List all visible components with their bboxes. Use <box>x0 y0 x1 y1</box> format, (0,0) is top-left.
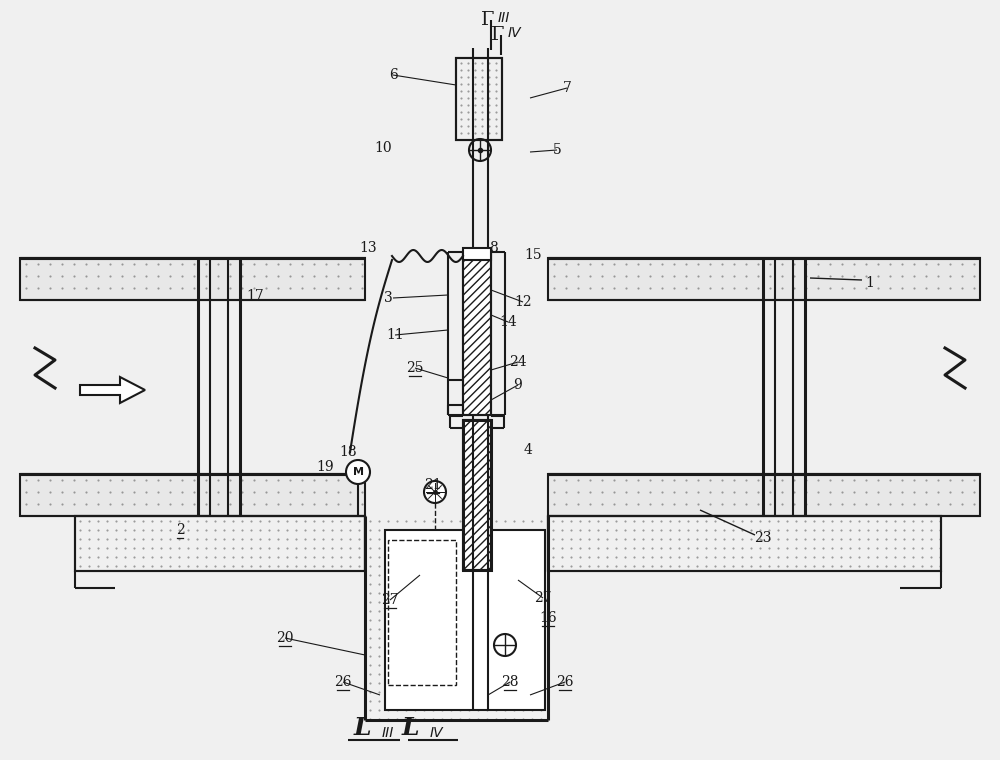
Circle shape <box>424 481 446 503</box>
Bar <box>365 516 548 720</box>
Text: Γ: Γ <box>490 26 504 44</box>
Bar <box>20 474 365 516</box>
Text: 3: 3 <box>384 291 392 305</box>
Bar <box>463 420 491 570</box>
Text: 10: 10 <box>374 141 392 155</box>
Text: L: L <box>353 716 371 740</box>
Text: 7: 7 <box>563 81 571 95</box>
Text: 27: 27 <box>534 591 552 605</box>
Bar <box>463 248 491 260</box>
Text: 19: 19 <box>316 460 334 474</box>
Bar <box>385 530 545 710</box>
Text: 18: 18 <box>339 445 357 459</box>
Text: 9: 9 <box>514 378 522 392</box>
Bar <box>20 258 365 300</box>
Text: 11: 11 <box>386 328 404 342</box>
Polygon shape <box>80 377 145 403</box>
Bar <box>463 252 491 415</box>
Circle shape <box>346 460 370 484</box>
Text: 24: 24 <box>509 355 527 369</box>
Text: 12: 12 <box>514 295 532 309</box>
Bar <box>75 516 365 571</box>
Bar <box>548 516 941 571</box>
Text: 14: 14 <box>499 315 517 329</box>
Text: 15: 15 <box>524 248 542 262</box>
Bar <box>463 252 491 415</box>
Bar <box>548 516 941 571</box>
Text: IV: IV <box>430 726 444 740</box>
Bar <box>20 258 365 300</box>
Text: Γ: Γ <box>480 11 494 29</box>
Bar <box>548 258 980 300</box>
Text: 27: 27 <box>381 593 399 607</box>
Text: 1: 1 <box>866 276 874 290</box>
Text: 13: 13 <box>359 241 377 255</box>
Text: III: III <box>382 726 394 740</box>
Text: 2: 2 <box>176 523 184 537</box>
Text: 8: 8 <box>489 241 497 255</box>
Text: 5: 5 <box>553 143 561 157</box>
Bar <box>456 58 502 140</box>
Text: III: III <box>498 11 510 25</box>
Bar <box>548 258 980 300</box>
Bar <box>548 474 980 516</box>
Bar <box>20 474 365 516</box>
Text: 21: 21 <box>424 478 442 492</box>
Bar <box>548 474 980 516</box>
Text: 26: 26 <box>334 675 352 689</box>
Text: IV: IV <box>508 26 522 40</box>
Text: L: L <box>401 716 419 740</box>
Text: 25: 25 <box>406 361 424 375</box>
Text: 17: 17 <box>246 289 264 303</box>
Bar <box>388 540 456 685</box>
Text: 6: 6 <box>389 68 397 82</box>
Bar <box>456 58 502 140</box>
Text: 4: 4 <box>524 443 532 457</box>
Text: 26: 26 <box>556 675 574 689</box>
Text: 28: 28 <box>501 675 519 689</box>
Text: M: M <box>352 467 364 477</box>
Bar <box>75 516 365 571</box>
Bar <box>463 420 491 570</box>
Text: 23: 23 <box>754 531 772 545</box>
Text: 16: 16 <box>539 611 557 625</box>
Text: 20: 20 <box>276 631 294 645</box>
